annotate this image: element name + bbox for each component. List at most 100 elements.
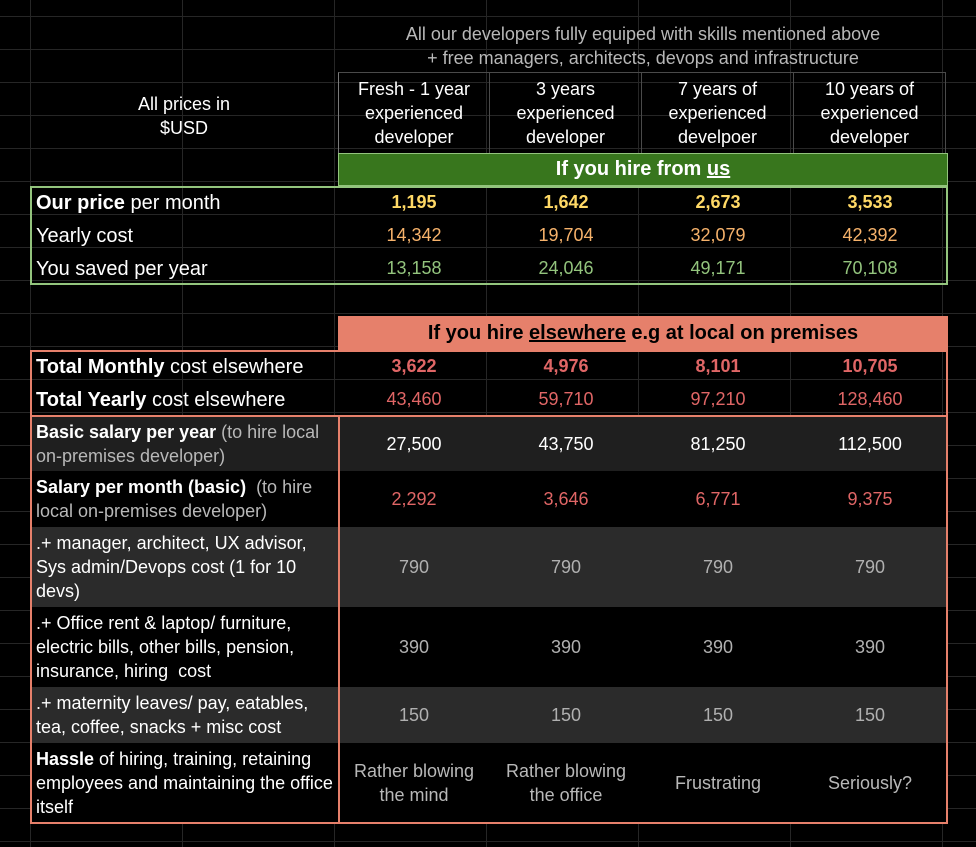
caption-line-2: + free managers, architects, devops and …	[427, 48, 859, 68]
row-label-bold: Total Monthly	[36, 355, 165, 378]
currency-label-line-1: All prices in	[137, 94, 231, 114]
manager-cost-cell: 790	[398, 556, 430, 577]
currency-label: All prices in $USD	[30, 76, 338, 156]
row-label-text: of hiring, training, retaining employees…	[36, 748, 333, 817]
office-cost-cell: 390	[854, 636, 886, 657]
row-label-text: Yearly cost	[36, 224, 134, 247]
row-label-text: per month	[124, 191, 221, 214]
row-label-total-yearly: Total Yearly cost elsewhere	[36, 383, 338, 416]
hassle-cell: Seriously?	[827, 772, 913, 793]
column-header-text: developer	[829, 127, 910, 147]
basic-salary-cell: 43,750	[538, 433, 594, 454]
total-yearly-cell: 128,460	[837, 389, 903, 409]
row-label-basic-salary: Basic salary per year (to hire local on-…	[36, 417, 336, 471]
manager-cost-cell: 790	[702, 556, 734, 577]
row-band	[32, 607, 946, 687]
total-yearly-cell: 43,460	[386, 389, 442, 409]
salary-month-cell: 3,646	[543, 488, 589, 509]
row-label-text: .+ manager, architect, UX advisor, Sys a…	[36, 533, 307, 601]
row-band	[32, 743, 946, 822]
row-label-you-saved: You saved per year	[36, 252, 338, 285]
table-caption: All our developers fully equiped with sk…	[338, 20, 948, 72]
us-link[interactable]: us	[706, 158, 731, 180]
office-cost-cell: 390	[702, 636, 734, 657]
hassle-cell: Frustrating	[674, 772, 762, 793]
yearly-cost-cell: 19,704	[538, 225, 594, 245]
row-label-bold: Salary per month (basic)	[36, 477, 247, 497]
banner-text: If you hire from	[555, 158, 707, 180]
misc-cost-cell: 150	[854, 704, 886, 725]
column-header-text: developer	[525, 127, 606, 147]
column-header-text: developer	[374, 127, 454, 147]
row-band	[32, 471, 946, 527]
total-yearly-cell: 59,710	[538, 389, 594, 409]
manager-cost-cell: 790	[550, 556, 582, 577]
yearly-cost-cell: 14,342	[386, 225, 442, 245]
label-column-divider	[338, 415, 340, 824]
elsewhere-section	[30, 350, 948, 824]
basic-salary-cell: 112,500	[838, 433, 902, 454]
hire-elsewhere-banner: If you hire elsewhere e.g at local on pr…	[338, 316, 948, 350]
salary-month-cell: 6,771	[695, 488, 741, 509]
misc-cost-cell: 150	[702, 704, 734, 725]
row-label-bold: Basic salary per year	[36, 422, 217, 442]
row-band	[32, 417, 946, 471]
total-monthly-cell: 4,976	[543, 356, 589, 376]
row-label-salary-per-month: Salary per month (basic) (to hire local …	[36, 471, 336, 527]
saved-cell: 70,108	[842, 258, 898, 278]
column-header-text: develpoer	[677, 127, 758, 147]
total-yearly-cell: 97,210	[690, 389, 746, 409]
row-label-office-cost: .+ Office rent & laptop/ furniture, elec…	[36, 607, 336, 687]
hassle-cell: Rather blowing the mind	[353, 760, 475, 805]
currency-label-line-2: $USD	[159, 118, 208, 138]
hassle-cell: Rather blowing the office	[505, 760, 627, 805]
row-label-bold: Total Yearly	[36, 388, 147, 411]
total-monthly-cell: 3,622	[391, 356, 437, 376]
row-label-bold: Hassle	[36, 748, 95, 769]
office-cost-cell: 390	[550, 636, 582, 657]
total-monthly-cell: 10,705	[842, 356, 898, 376]
caption-line-1: All our developers fully equiped with sk…	[405, 24, 881, 44]
hire-from-us-banner: If you hire from us	[338, 153, 948, 186]
section-divider	[30, 415, 948, 417]
column-header-text: Fresh - 1 year	[357, 79, 471, 99]
yearly-cost-cell: 42,392	[842, 225, 898, 245]
misc-cost-cell: 150	[398, 704, 430, 725]
column-header-4: 10 years of experienced developer	[794, 72, 946, 154]
row-label-total-monthly: Total Monthly cost elsewhere	[36, 350, 338, 383]
column-header-text: 7 years of	[677, 79, 758, 99]
saved-cell: 49,171	[690, 258, 746, 278]
column-header-2: 3 years experienced developer	[490, 72, 642, 154]
column-header-text: experienced	[668, 103, 767, 123]
column-header-text: experienced	[516, 103, 615, 123]
row-label-hassle: Hassle of hiring, training, retaining em…	[36, 743, 336, 822]
salary-month-cell: 2,292	[391, 488, 437, 509]
misc-cost-cell: 150	[550, 704, 582, 725]
total-monthly-cell: 8,101	[695, 356, 741, 376]
column-header-text: experienced	[364, 103, 464, 123]
column-header-text: 3 years	[535, 79, 596, 99]
banner-text: e.g at local on premises	[625, 321, 859, 344]
saved-cell: 24,046	[538, 258, 594, 278]
our-price-cell: 3,533	[847, 192, 893, 212]
row-label-text: .+ Office rent & laptop/ furniture, elec…	[36, 613, 300, 681]
salary-month-cell: 9,375	[847, 488, 893, 509]
row-label-yearly-cost: Yearly cost	[36, 219, 338, 252]
our-price-section	[30, 186, 948, 285]
saved-cell: 13,158	[386, 258, 442, 278]
row-label-our-price: Our price per month	[36, 186, 338, 219]
row-label-manager-cost: .+ manager, architect, UX advisor, Sys a…	[36, 527, 336, 607]
manager-cost-cell: 790	[854, 556, 886, 577]
row-label-text: cost elsewhere	[146, 388, 286, 411]
column-header-3: 7 years of experienced develpoer	[642, 72, 794, 154]
row-label-text: You saved per year	[36, 257, 208, 280]
column-header-1: Fresh - 1 year experienced developer	[338, 72, 490, 154]
row-label-text: cost elsewhere	[164, 355, 304, 378]
elsewhere-link[interactable]: elsewhere	[529, 321, 626, 344]
banner-text: If you hire	[427, 321, 530, 344]
our-price-cell: 1,642	[543, 192, 589, 212]
row-label-text: .+ maternity leaves/ pay, eatables, tea,…	[36, 693, 309, 737]
row-label-text: (to hire local on-premises developer)	[36, 422, 320, 466]
our-price-cell: 2,673	[695, 192, 741, 212]
row-band	[32, 687, 946, 743]
